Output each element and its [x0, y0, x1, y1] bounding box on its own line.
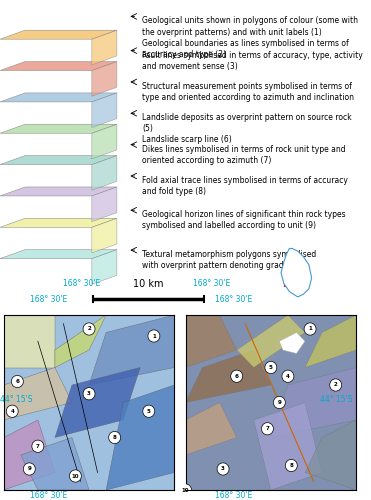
Text: 3: 3 [221, 466, 225, 471]
Polygon shape [21, 438, 89, 490]
Text: 168° 30'E: 168° 30'E [215, 490, 252, 500]
Text: 2: 2 [87, 326, 91, 332]
Circle shape [83, 323, 95, 335]
Polygon shape [237, 315, 305, 368]
Text: 168° 30'E: 168° 30'E [30, 490, 67, 500]
Text: 8: 8 [289, 463, 293, 468]
Polygon shape [106, 385, 174, 490]
Text: Fold axial trace lines symbolised in terms of accuracy
and fold type (8): Fold axial trace lines symbolised in ter… [142, 176, 348, 196]
Text: Geological units shown in polygons of colour (some with
the overprint patterns) : Geological units shown in polygons of co… [142, 16, 358, 58]
Polygon shape [186, 350, 271, 403]
Circle shape [285, 460, 297, 471]
Text: 4: 4 [286, 374, 290, 379]
Text: 168° 30'E: 168° 30'E [30, 296, 67, 304]
Circle shape [83, 388, 95, 400]
Polygon shape [92, 62, 117, 96]
Bar [284, 280, 292, 286]
Polygon shape [92, 30, 117, 65]
Polygon shape [186, 315, 237, 368]
Polygon shape [89, 315, 174, 385]
Polygon shape [92, 156, 117, 190]
Polygon shape [305, 420, 356, 490]
Text: 44° 15'S: 44° 15'S [320, 396, 352, 404]
Circle shape [6, 405, 18, 417]
Text: Structural measurement points symbolised in terms of
type and oriented according: Structural measurement points symbolised… [142, 82, 354, 102]
Circle shape [304, 323, 316, 335]
Circle shape [265, 362, 277, 374]
Text: 8: 8 [113, 435, 116, 440]
Text: Dikes lines symbolised in terms of rock unit type and
oriented according to azim: Dikes lines symbolised in terms of rock … [142, 144, 346, 165]
Polygon shape [0, 62, 117, 70]
Text: 168° 30'E: 168° 30'E [215, 296, 252, 304]
Circle shape [109, 432, 121, 444]
Polygon shape [279, 332, 305, 353]
Circle shape [262, 422, 273, 435]
Text: 168° 30'E: 168° 30'E [63, 279, 100, 288]
Polygon shape [92, 93, 117, 128]
Text: Textural metamorphism polygons symbolised
with overprint pattern denoting grade : Textural metamorphism polygons symbolise… [142, 250, 316, 270]
Polygon shape [4, 368, 72, 420]
Text: 9: 9 [27, 466, 31, 471]
Polygon shape [0, 250, 117, 258]
Polygon shape [0, 156, 117, 164]
Polygon shape [55, 368, 140, 438]
Polygon shape [0, 218, 117, 228]
Polygon shape [4, 315, 55, 368]
Polygon shape [0, 187, 117, 196]
Polygon shape [92, 250, 117, 284]
Circle shape [282, 370, 294, 382]
Text: 6: 6 [235, 374, 239, 379]
Text: 2: 2 [334, 382, 338, 388]
Polygon shape [4, 420, 55, 490]
Text: 4: 4 [10, 409, 14, 414]
Circle shape [69, 470, 81, 482]
Circle shape [217, 463, 229, 475]
Text: 9: 9 [278, 400, 281, 405]
Polygon shape [92, 187, 117, 222]
Circle shape [32, 440, 44, 452]
Text: Fault lines symbolised in terms of accuracy, type, activity
and movement sense (: Fault lines symbolised in terms of accur… [142, 50, 363, 70]
Text: 1: 1 [152, 334, 156, 338]
Text: 7: 7 [36, 444, 40, 449]
Polygon shape [305, 315, 356, 368]
Text: 6: 6 [16, 379, 19, 384]
Text: Landslide deposits as overprint pattern on source rock
(5)
Landslide scarp line : Landslide deposits as overprint pattern … [142, 114, 352, 144]
Polygon shape [92, 218, 117, 253]
Polygon shape [254, 402, 322, 490]
Text: 7: 7 [266, 426, 269, 431]
Polygon shape [55, 315, 106, 368]
Polygon shape [0, 124, 117, 133]
Circle shape [12, 376, 23, 388]
Text: 3: 3 [87, 391, 91, 396]
Text: Geological horizon lines of significant thin rock types
symbolised and labelled : Geological horizon lines of significant … [142, 210, 346, 231]
Circle shape [231, 370, 243, 382]
Polygon shape [271, 368, 356, 438]
Polygon shape [186, 402, 237, 455]
Text: 10 km: 10 km [133, 278, 164, 288]
Text: 168° 30'E: 168° 30'E [193, 279, 230, 288]
Text: 5: 5 [147, 409, 151, 414]
Circle shape [143, 405, 155, 417]
Circle shape [148, 330, 160, 342]
Text: 5: 5 [269, 365, 273, 370]
Polygon shape [0, 93, 117, 102]
Polygon shape [281, 248, 312, 297]
Text: 1: 1 [308, 326, 312, 332]
Text: 44° 15'S: 44° 15'S [0, 396, 33, 404]
Text: 10: 10 [182, 488, 189, 492]
Text: 10: 10 [72, 474, 79, 478]
Circle shape [330, 379, 342, 391]
Circle shape [273, 396, 285, 408]
Circle shape [23, 463, 35, 475]
Polygon shape [92, 124, 117, 159]
Polygon shape [0, 30, 117, 39]
Circle shape [180, 484, 191, 496]
